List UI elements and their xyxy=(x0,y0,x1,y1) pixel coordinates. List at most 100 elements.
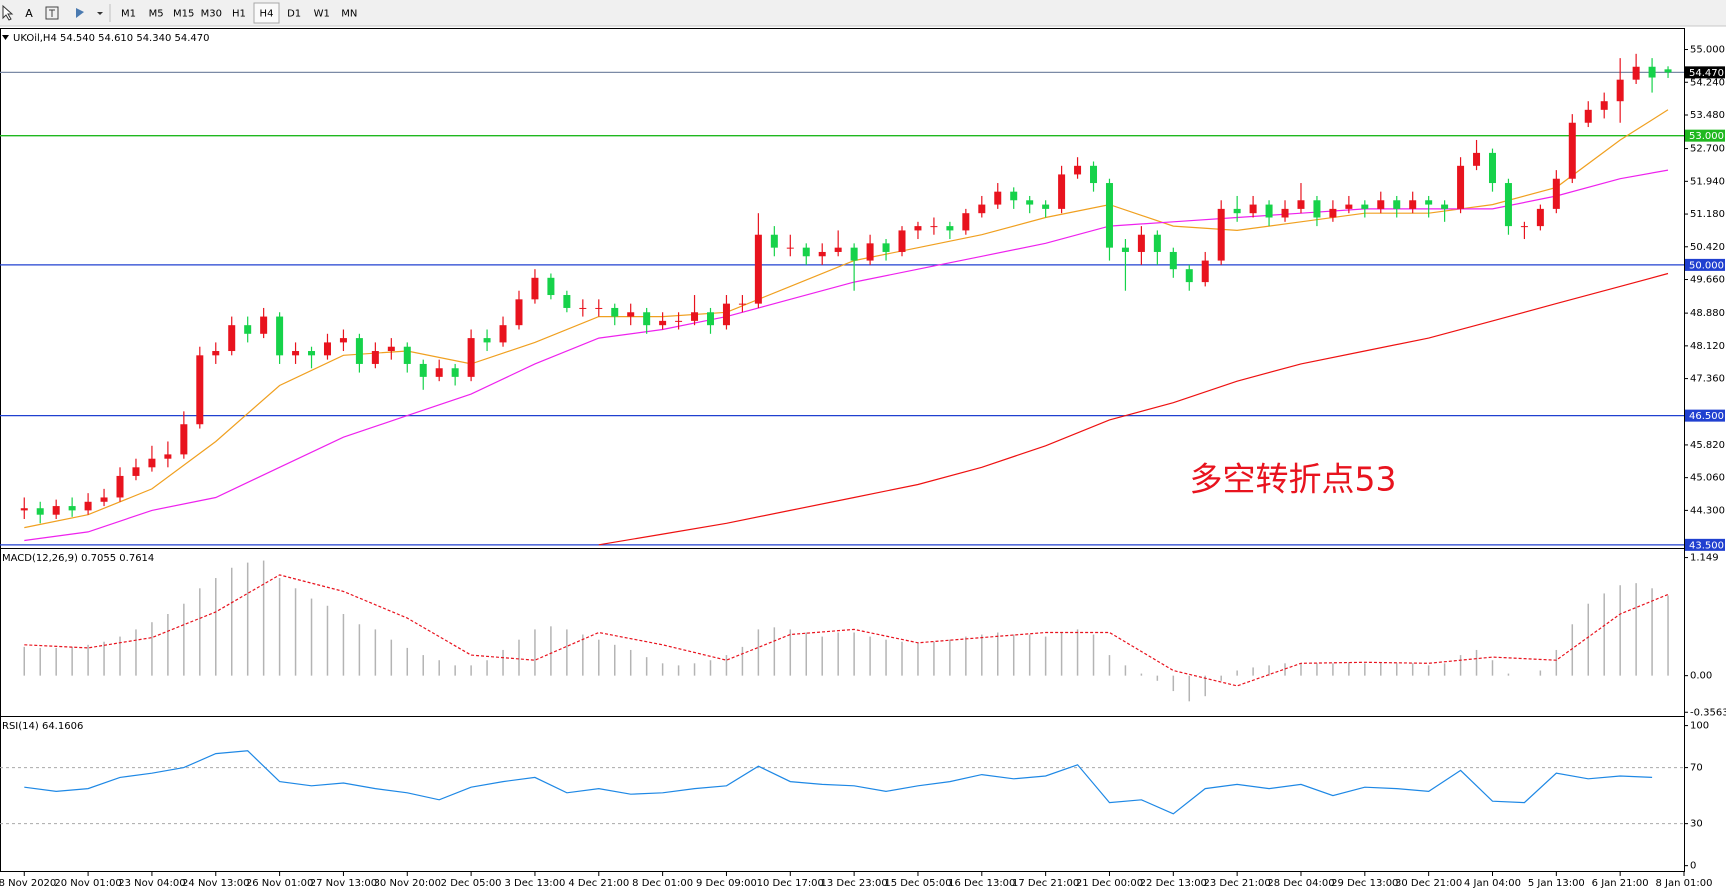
candle-body xyxy=(1393,200,1401,209)
candle-body xyxy=(579,307,587,309)
x-tick-label: 17 Dec 21:00 xyxy=(1012,878,1079,889)
y-tick-label: 48.880 xyxy=(1690,308,1725,319)
candle-body xyxy=(818,251,826,257)
level-label-box xyxy=(1685,258,1725,271)
period-label[interactable]: H4 xyxy=(260,9,274,20)
annotation: 多空转折点53 xyxy=(1190,460,1397,499)
candle-body xyxy=(978,204,986,214)
candle-body xyxy=(515,299,523,326)
period-label[interactable]: D1 xyxy=(287,9,301,20)
y-tick-label: 53.480 xyxy=(1690,110,1725,121)
x-tick-label: 26 Nov 01:00 xyxy=(246,878,313,889)
candle-body xyxy=(1281,208,1289,218)
candle-body xyxy=(786,247,794,249)
x-tick-label: 5 Jan 13:00 xyxy=(1528,878,1585,889)
x-tick-label: 3 Dec 13:00 xyxy=(505,878,566,889)
candle-body xyxy=(1584,109,1592,123)
candle-body xyxy=(547,277,555,296)
label-tool[interactable] xyxy=(45,6,59,20)
candle-body xyxy=(483,338,491,343)
y-tick-label: 70 xyxy=(1690,763,1703,774)
candle-body xyxy=(914,226,922,231)
candle-body xyxy=(164,454,172,459)
x-tick-label: 18 Nov 2020 xyxy=(0,878,56,889)
candle-body xyxy=(962,213,970,231)
period-label[interactable]: M1 xyxy=(121,9,136,20)
candle-body xyxy=(84,501,92,511)
plot xyxy=(0,53,1684,546)
candle-body xyxy=(834,247,842,252)
x-tick-label: 23 Nov 04:00 xyxy=(118,878,185,889)
candle-body xyxy=(1042,204,1050,209)
candle-body xyxy=(738,303,746,305)
candle-body xyxy=(1425,200,1433,205)
candle-body xyxy=(260,316,268,334)
level-label-box xyxy=(1685,409,1725,422)
candle-body xyxy=(930,226,938,228)
period-label[interactable]: H1 xyxy=(232,9,246,20)
period-label[interactable]: MN xyxy=(341,9,357,20)
candle-body xyxy=(1169,251,1177,270)
period-label[interactable]: M30 xyxy=(201,9,222,20)
candle-body xyxy=(1616,79,1624,102)
cursor-tool[interactable] xyxy=(2,4,14,21)
candle-body xyxy=(1090,165,1098,184)
candle-body xyxy=(132,467,140,476)
candle-body xyxy=(946,226,954,231)
level-label: 54.470 xyxy=(1689,68,1724,79)
candle-body xyxy=(611,307,619,317)
candle-body xyxy=(850,247,858,261)
x-tick-label: 8 Dec 01:00 xyxy=(632,878,693,889)
shapes-dropdown[interactable] xyxy=(97,12,103,15)
level-label: 43.500 xyxy=(1689,540,1724,551)
candle-body xyxy=(706,312,714,326)
y-tick-label: 1.149 xyxy=(1690,553,1719,564)
candle-body xyxy=(994,191,1002,205)
candle-body xyxy=(323,342,331,356)
candle-body xyxy=(595,307,603,309)
candle-body xyxy=(1233,208,1241,214)
candle-body xyxy=(1632,66,1640,80)
candle-body xyxy=(1074,165,1082,175)
candle-body xyxy=(1409,200,1417,209)
period-label[interactable]: M5 xyxy=(149,9,164,20)
candle-body xyxy=(627,312,635,317)
y-tick-label: 55.000 xyxy=(1690,45,1725,56)
candle-body xyxy=(148,458,156,468)
y-tick-label: 0 xyxy=(1690,861,1696,872)
candle-body xyxy=(116,475,124,498)
y-tick-label: 54.240 xyxy=(1690,77,1725,88)
candle-body xyxy=(100,497,108,502)
period-button[interactable] xyxy=(253,2,280,24)
candle-body xyxy=(1488,152,1496,184)
x-tick-label: 8 Jan 01:00 xyxy=(1656,878,1713,889)
candle-body xyxy=(1568,122,1576,179)
candle-body xyxy=(1648,66,1656,78)
candle-body xyxy=(1441,204,1449,209)
chart-area xyxy=(0,29,1726,894)
shapes-tool[interactable] xyxy=(76,8,84,18)
candle-body xyxy=(1265,204,1273,218)
symbol-menu-arrow[interactable] xyxy=(2,35,9,40)
candle-body xyxy=(371,351,379,364)
x-tick-label: 4 Jan 04:00 xyxy=(1464,878,1521,889)
chart: 55.000 54.240 53.480 52.700 51.940 51.180 50.4… xyxy=(0,28,1726,889)
candle-body xyxy=(244,325,252,334)
text-tool[interactable]: A xyxy=(25,7,33,20)
panel-title: UKOil,H4 54.540 54.610 54.340 54.470 xyxy=(13,33,210,44)
level-label: 50.000 xyxy=(1689,260,1724,271)
candle-body xyxy=(1121,247,1129,252)
level-label-box xyxy=(1685,538,1725,551)
period-label[interactable]: M15 xyxy=(173,9,194,20)
candle-body xyxy=(691,312,699,321)
candle-body xyxy=(196,355,204,425)
y-tick-label: 51.940 xyxy=(1690,176,1725,187)
candle-body xyxy=(228,325,236,352)
y-tick-label: 45.820 xyxy=(1690,440,1725,451)
period-label[interactable]: W1 xyxy=(314,9,330,20)
candle-body xyxy=(419,363,427,377)
level-label: 46.500 xyxy=(1689,411,1724,422)
x-tick-label: 29 Dec 13:00 xyxy=(1331,878,1398,889)
candle-body xyxy=(68,506,76,511)
period-buttons: M1 M5 M15 M30 H1 H4 D1 W1 MN xyxy=(121,2,357,24)
